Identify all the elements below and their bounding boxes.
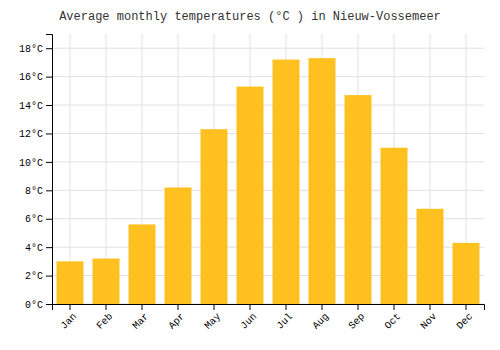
tick: Jul bbox=[275, 304, 296, 332]
tick: Jun bbox=[239, 304, 260, 332]
tick-mark bbox=[70, 304, 71, 310]
bar bbox=[129, 224, 156, 304]
tick: Nov bbox=[419, 304, 440, 332]
chart: Average monthly temperatures (°C ) in Ni… bbox=[0, 0, 500, 350]
tick-mark bbox=[46, 276, 52, 277]
tick: 10°C bbox=[19, 158, 52, 169]
tick: 12°C bbox=[19, 129, 52, 140]
bar bbox=[165, 187, 192, 304]
tick: 16°C bbox=[19, 72, 52, 83]
tick: May bbox=[203, 304, 224, 332]
tick-mark bbox=[46, 133, 52, 134]
tick-label: 18°C bbox=[19, 44, 43, 55]
bar bbox=[417, 209, 444, 304]
tick-mark bbox=[322, 304, 323, 310]
tick-label: 16°C bbox=[19, 72, 43, 83]
tick-mark bbox=[466, 304, 467, 310]
bar bbox=[93, 259, 120, 304]
tick-mark bbox=[46, 190, 52, 191]
bar bbox=[201, 129, 228, 304]
bar bbox=[237, 87, 264, 304]
bar bbox=[381, 148, 408, 304]
tick: 4°C bbox=[25, 243, 52, 254]
tick-label: Jul bbox=[275, 311, 296, 332]
tick-mark bbox=[394, 304, 395, 310]
tick-label: Aug bbox=[311, 311, 332, 332]
grid-line bbox=[52, 48, 484, 49]
tick-label: 12°C bbox=[19, 129, 43, 140]
tick-label: May bbox=[203, 311, 224, 332]
tick-mark bbox=[46, 77, 52, 78]
tick: 6°C bbox=[25, 214, 52, 225]
tick-label: Apr bbox=[167, 311, 188, 332]
tick-mark bbox=[250, 304, 251, 310]
tick-label: Dec bbox=[455, 311, 476, 332]
x-axis: Jan Feb Mar Apr May Jun Jul Aug Sep Oct Nov Dec bbox=[53, 304, 485, 332]
bar bbox=[345, 95, 372, 304]
tick-label: Jun bbox=[239, 311, 260, 332]
grid-line bbox=[52, 190, 484, 191]
bars bbox=[57, 58, 480, 304]
tick: 8°C bbox=[25, 186, 52, 197]
tick-mark bbox=[46, 48, 52, 49]
tick-label: 8°C bbox=[25, 186, 43, 197]
tick-label: 10°C bbox=[19, 158, 43, 169]
grid bbox=[52, 34, 484, 304]
tick-mark bbox=[178, 304, 179, 310]
tick-mark bbox=[46, 247, 52, 248]
tick: 2°C bbox=[25, 271, 52, 282]
tick-mark bbox=[430, 304, 431, 310]
tick-mark bbox=[46, 105, 52, 106]
tick-mark bbox=[142, 304, 143, 310]
plot: 0°C 2°C 4°C 6°C 8°C 10°C 12°C 14°C 16°C 18°C Jan Fe… bbox=[19, 34, 485, 332]
tick-label: 4°C bbox=[25, 243, 43, 254]
tick-mark bbox=[106, 304, 107, 310]
tick-label: Mar bbox=[131, 311, 152, 332]
tick: Dec bbox=[455, 304, 476, 332]
tick: 18°C bbox=[19, 44, 52, 55]
bar bbox=[57, 261, 84, 304]
tick-label: Oct bbox=[383, 311, 404, 332]
tick: Oct bbox=[383, 304, 404, 332]
tick-mark bbox=[358, 304, 359, 310]
tick: Sep bbox=[347, 304, 368, 332]
tick: 14°C bbox=[19, 101, 52, 112]
tick-label: 6°C bbox=[25, 214, 43, 225]
tick-label: Feb bbox=[95, 311, 116, 332]
grid-line bbox=[52, 133, 484, 134]
tick: Feb bbox=[95, 304, 116, 332]
tick: 0°C bbox=[25, 300, 52, 311]
tick-label: Jan bbox=[59, 311, 80, 332]
grid-line bbox=[52, 76, 484, 77]
title: Average monthly temperatures (°C ) in Ni… bbox=[59, 10, 441, 24]
tick-mark bbox=[46, 219, 52, 220]
tick-mark bbox=[214, 304, 215, 310]
y-axis: 0°C 2°C 4°C 6°C 8°C 10°C 12°C 14°C 16°C 18°C bbox=[19, 35, 53, 311]
tick-label: 2°C bbox=[25, 271, 43, 282]
grid-line bbox=[52, 105, 484, 106]
bar bbox=[309, 58, 336, 304]
tick: Aug bbox=[311, 304, 332, 332]
tick: Jan bbox=[59, 304, 80, 332]
axis-line bbox=[53, 305, 485, 311]
axis-line bbox=[46, 35, 53, 305]
tick-mark bbox=[46, 162, 52, 163]
tick: Mar bbox=[131, 304, 152, 332]
tick-label: 0°C bbox=[25, 300, 43, 311]
tick-label: Nov bbox=[419, 311, 440, 332]
tick-label: Sep bbox=[347, 311, 368, 332]
bar bbox=[453, 243, 480, 304]
tick-mark bbox=[46, 304, 52, 305]
tick-label: 14°C bbox=[19, 101, 43, 112]
bar bbox=[273, 60, 300, 304]
tick-mark bbox=[286, 304, 287, 310]
tick: Apr bbox=[167, 304, 188, 332]
grid-line bbox=[52, 161, 484, 162]
